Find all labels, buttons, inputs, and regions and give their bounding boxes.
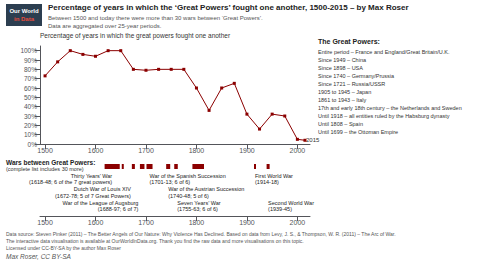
svg-text:70%: 70% <box>24 75 37 82</box>
svg-text:1700: 1700 <box>138 147 154 154</box>
svg-text:(complete list includes 30 mor: (complete list includes 30 more) <box>6 166 84 172</box>
svg-text:Entire period – France and Eng: Entire period – France and England/Great… <box>318 49 450 55</box>
svg-text:Seven Years’ War: Seven Years’ War <box>177 200 220 206</box>
svg-text:Dutch War of Louis XIV: Dutch War of Louis XIV <box>74 187 131 193</box>
svg-text:1900: 1900 <box>239 147 255 154</box>
svg-text:1905 to 1945 – Japan: 1905 to 1945 – Japan <box>318 89 371 95</box>
svg-text:60%: 60% <box>24 85 37 92</box>
svg-text:1800: 1800 <box>189 219 205 226</box>
svg-text:Second World War: Second World War <box>268 200 314 206</box>
svg-text:Since 1721 – Russia/USSR: Since 1721 – Russia/USSR <box>318 81 385 87</box>
svg-text:War of the Austrian Succession: War of the Austrian Succession <box>168 187 244 193</box>
svg-text:in Data: in Data <box>14 16 35 22</box>
svg-text:Max Roser, CC BY-SA: Max Roser, CC BY-SA <box>6 253 71 260</box>
svg-text:Until 1918 – all entities rule: Until 1918 – all entities ruled by the H… <box>318 113 450 119</box>
svg-text:1800: 1800 <box>189 147 205 154</box>
svg-text:(1939-45): (1939-45) <box>268 206 292 212</box>
svg-text:17th and early 18th century –: 17th and early 18th century – the Nether… <box>318 105 462 111</box>
svg-text:(1701-13; 6 of 6): (1701-13; 6 of 6) <box>150 179 191 185</box>
svg-text:(1740-48; 5 of 6): (1740-48; 5 of 6) <box>168 193 209 199</box>
svg-text:30%: 30% <box>24 113 37 120</box>
svg-text:(1914-18): (1914-18) <box>255 179 279 185</box>
svg-text:1900: 1900 <box>239 219 255 226</box>
svg-text:Since 1740 – Germany/Prussia: Since 1740 – Germany/Prussia <box>318 73 395 79</box>
svg-text:Our World: Our World <box>9 8 39 14</box>
svg-text:Thirty Years’ War: Thirty Years’ War <box>71 173 113 179</box>
svg-text:War of the Spanish Succession: War of the Spanish Succession <box>150 173 226 179</box>
svg-text:40%: 40% <box>24 103 37 110</box>
svg-text:First World War: First World War <box>255 173 293 179</box>
svg-text:2015: 2015 <box>306 137 320 143</box>
svg-text:The interactive data visualisa: The interactive data visualisation is av… <box>6 238 304 244</box>
svg-text:100%: 100% <box>20 47 37 54</box>
svg-text:(1618-48; 6 of the 7 great pow: (1618-48; 6 of the 7 great powers) <box>29 179 112 185</box>
svg-text:90%: 90% <box>24 57 37 64</box>
svg-text:Licensed under CC-BY-SA by the: Licensed under CC-BY-SA by the author Ma… <box>6 245 121 251</box>
svg-text:1500: 1500 <box>37 219 53 226</box>
svg-text:Between 1500 and today there w: Between 1500 and today there were more t… <box>48 15 263 21</box>
svg-text:War of the League of Augsburg: War of the League of Augsburg <box>62 200 138 206</box>
svg-text:80%: 80% <box>24 66 37 73</box>
svg-text:50%: 50% <box>24 94 37 101</box>
svg-text:Since 1898 – USA: Since 1898 – USA <box>318 65 363 71</box>
svg-text:0%: 0% <box>28 141 38 148</box>
svg-text:1861 to 1943 – Italy: 1861 to 1943 – Italy <box>318 97 367 103</box>
svg-text:2000: 2000 <box>290 219 306 226</box>
svg-text:(1688-97; 6 of 7): (1688-97; 6 of 7) <box>98 206 139 212</box>
svg-text:1500: 1500 <box>37 147 53 154</box>
svg-text:(1672-78; 5 of 7 Great Powers): (1672-78; 5 of 7 Great Powers) <box>55 193 131 199</box>
svg-text:Until 1808 – Spain: Until 1808 – Spain <box>318 121 363 127</box>
svg-text:10%: 10% <box>24 131 37 138</box>
svg-text:1600: 1600 <box>88 219 104 226</box>
svg-text:20%: 20% <box>24 122 37 129</box>
svg-text:1600: 1600 <box>88 147 104 154</box>
svg-text:Data source: Steven Pinker (20: Data source: Steven Pinker (2011) – The … <box>6 231 396 237</box>
svg-text:Since 1949 – China: Since 1949 – China <box>318 57 367 63</box>
svg-text:Wars between Great Powers:: Wars between Great Powers: <box>6 159 95 166</box>
svg-text:2000: 2000 <box>290 147 306 154</box>
svg-text:Until 1699 – the Ottoman Empir: Until 1699 – the Ottoman Empire <box>318 129 398 135</box>
svg-text:(1755-63; 6 of 6): (1755-63; 6 of 6) <box>177 206 218 212</box>
svg-text:The Great Powers:: The Great Powers: <box>318 38 380 45</box>
svg-text:Percentage of years in which t: Percentage of years in which the great p… <box>40 32 231 40</box>
svg-text:Percentage of years in which t: Percentage of years in which the ‘Great … <box>48 3 409 12</box>
svg-text:Data are aggregated over 25-ye: Data are aggregated over 25-year periods… <box>48 23 162 29</box>
svg-text:1700: 1700 <box>138 219 154 226</box>
